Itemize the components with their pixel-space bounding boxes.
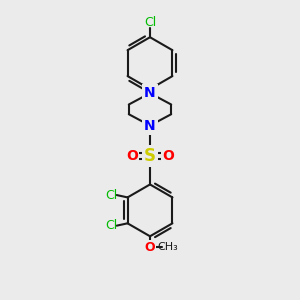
Text: Cl: Cl: [105, 188, 118, 202]
Text: O: O: [145, 241, 155, 254]
Text: N: N: [144, 86, 156, 100]
Text: Cl: Cl: [144, 16, 156, 29]
Text: N: N: [144, 118, 156, 133]
Text: O: O: [162, 149, 174, 163]
Text: CH₃: CH₃: [157, 242, 178, 253]
Text: S: S: [144, 147, 156, 165]
Text: O: O: [126, 149, 138, 163]
Text: Cl: Cl: [105, 219, 118, 232]
